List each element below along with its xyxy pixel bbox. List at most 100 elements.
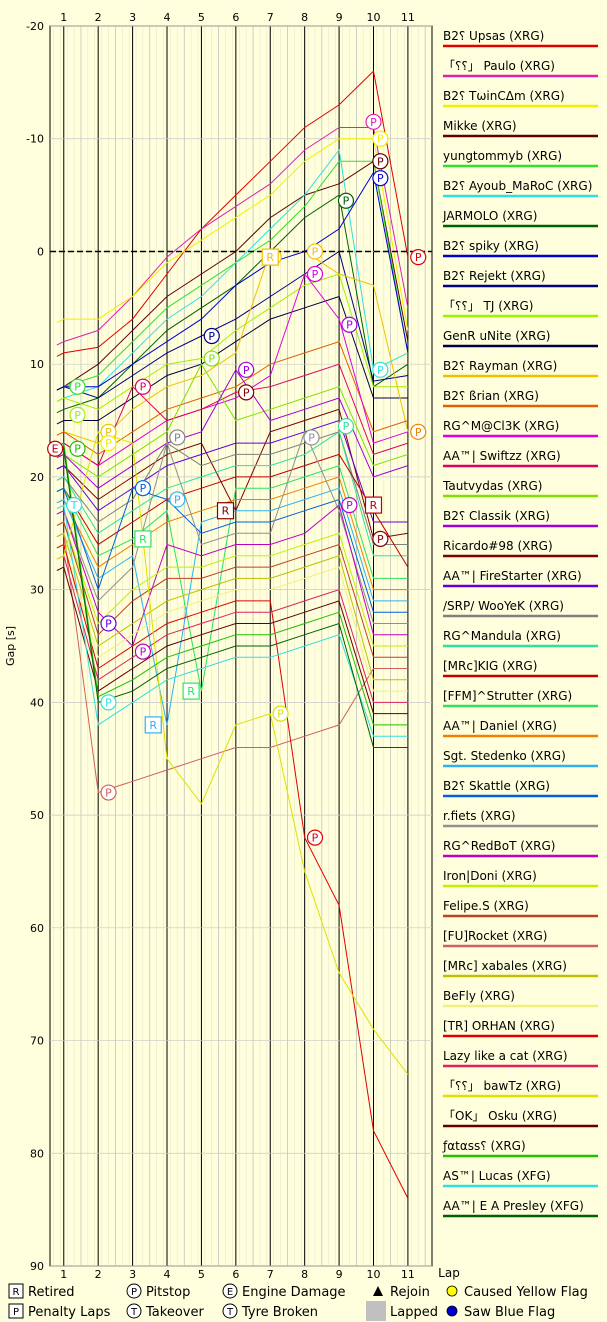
- marker-circle: [100, 615, 117, 632]
- event-legend-item-2: E Engine Damage: [222, 1283, 346, 1300]
- x-tick-top-1: 1: [60, 11, 67, 24]
- legend-label-21: [MRc]KIG (XRG): [443, 659, 537, 673]
- legend-label-2: B2⸮ TωinCΔm (XRG): [443, 89, 565, 103]
- marker-P-13: P: [238, 361, 255, 378]
- series-line-21: [56, 453, 409, 568]
- marker-circle: [134, 378, 152, 395]
- marker-circle: [341, 316, 358, 333]
- series-line-20: [56, 431, 408, 557]
- marker-circle: [372, 153, 389, 170]
- marker-label: R: [149, 719, 157, 732]
- series-line-29: [56, 521, 408, 658]
- marker-P-4: P: [337, 192, 355, 209]
- event-legend-item-4: Caused Yellow Flag: [446, 1285, 588, 1300]
- marker-circle: [272, 705, 289, 722]
- event-legend-icon: [126, 1283, 142, 1299]
- marker-P-0: P: [365, 113, 382, 130]
- event-legend-label: Takeover: [145, 1305, 204, 1320]
- series-line-3: [56, 160, 409, 391]
- marker-circle: [47, 440, 64, 457]
- legend-label-6: JARMOLO (XRG): [442, 209, 537, 223]
- event-legend-label: Penalty Laps: [28, 1305, 111, 1320]
- marker-label: P: [346, 499, 353, 512]
- y-axis-label: Gap [s]: [4, 626, 17, 666]
- marker-P-24: P: [134, 480, 152, 497]
- marker-box: [261, 248, 279, 266]
- series-line-19: [56, 431, 408, 545]
- event-legend-item-6: T Takeover: [126, 1303, 204, 1320]
- marker-P-32: P: [100, 784, 117, 801]
- series-line-26: [56, 430, 408, 624]
- legend-label-13: RG^M@Cl3K (XRG): [443, 419, 559, 433]
- marker-circle: [303, 429, 320, 446]
- marker-label: P: [346, 319, 353, 332]
- x-tick-bottom-6: 6: [232, 1268, 239, 1281]
- marker-circle: [306, 265, 324, 283]
- legend-label-38: AS™| Lucas (XFG): [443, 1169, 551, 1183]
- marker-circle: [238, 384, 255, 401]
- legend-label-15: Tautvydas (XRG): [442, 479, 542, 493]
- series-line-10: [56, 295, 408, 425]
- series-line-32: [56, 543, 408, 692]
- marker-label: P: [105, 787, 112, 800]
- legend-label-14: AA™| Swiftzz (XRG): [443, 449, 561, 463]
- marker-circle: [134, 480, 152, 497]
- marker-label: P: [377, 172, 384, 185]
- series-line-38: [56, 504, 408, 737]
- series-line-9: [56, 273, 408, 410]
- marker-T-42: T: [65, 496, 83, 514]
- marker-P-30: P: [100, 694, 117, 711]
- event-legend-symbol: P: [131, 1287, 137, 1298]
- marker-P-26: P: [341, 496, 358, 514]
- series-line-4: [56, 160, 409, 391]
- legend-label-27: RG^RedBoT (XRG): [443, 839, 555, 853]
- legend-label-34: Lazy like a cat (XRG): [443, 1049, 568, 1063]
- event-legend-icon: [446, 1305, 458, 1317]
- marker-P-12: P: [203, 350, 220, 367]
- series-lines: [56, 70, 409, 1199]
- legend-label-18: AA™| FireStarter (XRG): [443, 569, 582, 583]
- marker-P-3: P: [372, 170, 389, 187]
- marker-P-20: P: [69, 440, 86, 457]
- marker-label: P: [343, 195, 350, 208]
- marker-R-38: R: [182, 682, 200, 700]
- marker-P-16: P: [69, 378, 86, 395]
- marker-label: P: [277, 708, 284, 721]
- x-tick-bottom-7: 7: [267, 1268, 274, 1281]
- marker-label: R: [222, 505, 230, 518]
- y-tick-90: 90: [30, 1260, 44, 1273]
- y-tick-70: 70: [30, 1035, 44, 1048]
- series-line-11: [56, 251, 409, 444]
- marker-circle: [365, 113, 382, 130]
- x-tick-top-3: 3: [129, 11, 136, 24]
- legend-label-28: Iron|Doni (XRG): [443, 869, 537, 883]
- event-legend-icon: [366, 1301, 386, 1321]
- x-tick-bottom-2: 2: [95, 1268, 102, 1281]
- series-line-15: [56, 363, 409, 478]
- legend-label-10: GenR uNite (XRG): [443, 329, 550, 343]
- legend-label-29: Felipe.S (XRG): [443, 899, 529, 913]
- legend-label-8: B2⸮ Rejekt (XRG): [443, 269, 546, 283]
- legend-label-16: B2⸮ Classik (XRG): [443, 509, 550, 523]
- marker-label: P: [140, 381, 147, 394]
- x-tick-bottom-3: 3: [129, 1268, 136, 1281]
- marker-E-41: E: [47, 440, 64, 457]
- legend-label-23: AA™| Daniel (XRG): [443, 719, 557, 733]
- marker-P-31: P: [272, 705, 289, 722]
- event-legend-label: Pitstop: [146, 1285, 190, 1300]
- marker-circle: [134, 643, 152, 660]
- legend-label-24: Sgt. Stedenko (XRG): [443, 749, 566, 763]
- legend-label-9: 「⸮⸮」 TJ (XRG): [443, 299, 533, 313]
- legend-label-3: Mikke (XRG): [443, 119, 517, 133]
- series-line-22: [56, 464, 408, 692]
- event-legend-label: Rejoin: [390, 1285, 430, 1300]
- marker-label: R: [370, 499, 378, 512]
- marker-label: P: [377, 533, 384, 546]
- event-legend-item-3: Rejoin: [373, 1285, 430, 1300]
- marker-circle: [372, 170, 389, 187]
- series-line-7: [56, 171, 409, 391]
- marker-label: P: [105, 617, 112, 630]
- marker-box: [364, 496, 383, 514]
- x-tick-top-8: 8: [301, 11, 308, 24]
- marker-box: [144, 716, 162, 734]
